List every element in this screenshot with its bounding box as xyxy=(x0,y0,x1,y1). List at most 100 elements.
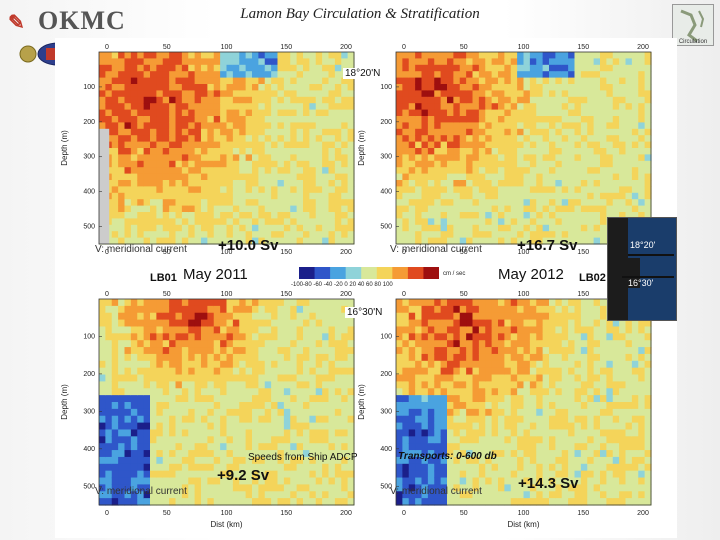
color-cell xyxy=(143,154,151,162)
color-cell xyxy=(252,360,259,369)
color-cell xyxy=(459,456,467,465)
color-cell xyxy=(341,199,349,207)
color-cell xyxy=(600,154,607,162)
color-cell xyxy=(264,84,272,91)
color-cell xyxy=(447,408,454,417)
color-cell xyxy=(593,319,601,328)
color-cell xyxy=(213,160,221,168)
color-cell xyxy=(347,415,355,424)
color-cell xyxy=(207,395,215,403)
color-cell xyxy=(638,128,646,136)
color-cell xyxy=(466,450,474,458)
color-cell xyxy=(118,429,126,437)
color-cell xyxy=(169,305,177,314)
color-cell xyxy=(264,231,272,239)
color-cell xyxy=(277,340,285,348)
color-cell xyxy=(334,456,342,465)
color-cell xyxy=(542,347,550,355)
color-cell xyxy=(258,212,266,219)
color-cell xyxy=(542,205,550,213)
color-cell xyxy=(427,141,435,149)
color-cell xyxy=(587,470,595,479)
color-cell xyxy=(162,167,170,175)
color-cell xyxy=(421,84,429,91)
color-cell xyxy=(600,84,607,91)
color-cell xyxy=(510,408,518,417)
x-tick-label: 50 xyxy=(163,510,171,517)
color-cell xyxy=(478,367,486,376)
color-cell xyxy=(162,374,170,382)
color-cell xyxy=(549,347,556,355)
color-cell xyxy=(328,58,336,66)
color-cell xyxy=(568,173,576,181)
color-cell xyxy=(542,443,550,451)
color-cell xyxy=(315,470,323,479)
color-cell xyxy=(271,436,279,444)
color-cell xyxy=(264,135,272,143)
color-cell xyxy=(600,395,607,403)
color-cell xyxy=(523,224,531,232)
color-cell xyxy=(303,429,310,437)
color-cell xyxy=(232,218,240,226)
color-cell xyxy=(568,154,576,162)
color-cell xyxy=(220,154,228,162)
color-cell xyxy=(226,192,234,200)
color-cell xyxy=(478,360,486,369)
x-tick-label: 100 xyxy=(518,249,530,256)
color-cell xyxy=(130,148,138,155)
color-cell xyxy=(574,192,582,200)
color-cell xyxy=(258,109,266,117)
color-cell xyxy=(396,141,403,149)
color-cell xyxy=(415,443,423,451)
color-cell xyxy=(491,498,499,506)
color-cell xyxy=(258,450,266,458)
color-cell xyxy=(194,388,202,396)
color-cell xyxy=(517,388,525,396)
color-cell xyxy=(124,456,132,465)
color-cell xyxy=(612,180,620,187)
color-cell xyxy=(118,237,126,245)
color-cell xyxy=(549,148,556,155)
color-cell xyxy=(303,116,310,123)
color-cell xyxy=(290,160,298,168)
color-cell xyxy=(440,305,448,314)
color-cell xyxy=(440,491,448,499)
color-cell xyxy=(105,71,113,79)
color-cell xyxy=(175,109,183,117)
color-cell xyxy=(440,154,448,162)
color-cell xyxy=(434,443,442,451)
color-cell xyxy=(542,231,550,239)
color-cell xyxy=(137,128,145,136)
color-cell xyxy=(188,205,196,213)
color-cell xyxy=(201,154,208,162)
color-cell xyxy=(232,224,240,232)
color-cell xyxy=(124,381,132,389)
color-cell xyxy=(529,381,537,389)
color-cell xyxy=(523,122,531,130)
color-cell xyxy=(529,237,537,245)
color-cell xyxy=(322,498,330,506)
color-cell xyxy=(188,347,196,355)
color-cell xyxy=(162,429,170,437)
color-cell xyxy=(264,128,272,136)
color-cell xyxy=(625,395,633,403)
color-cell xyxy=(137,353,145,362)
color-cell xyxy=(239,167,247,175)
color-cell xyxy=(574,231,582,239)
color-cell xyxy=(296,422,304,431)
color-cell xyxy=(124,148,132,155)
color-cell xyxy=(612,360,620,369)
color-cell xyxy=(408,224,416,232)
color-cell xyxy=(226,299,234,307)
color-cell xyxy=(447,299,454,307)
color-cell xyxy=(111,160,119,168)
color-cell xyxy=(523,326,531,334)
color-cell xyxy=(188,199,196,207)
color-cell xyxy=(188,381,196,389)
color-cell xyxy=(169,443,177,451)
color-cell xyxy=(118,477,126,485)
color-cell xyxy=(587,109,595,117)
color-cell xyxy=(264,305,272,314)
color-cell xyxy=(517,192,525,200)
color-cell xyxy=(491,463,499,472)
